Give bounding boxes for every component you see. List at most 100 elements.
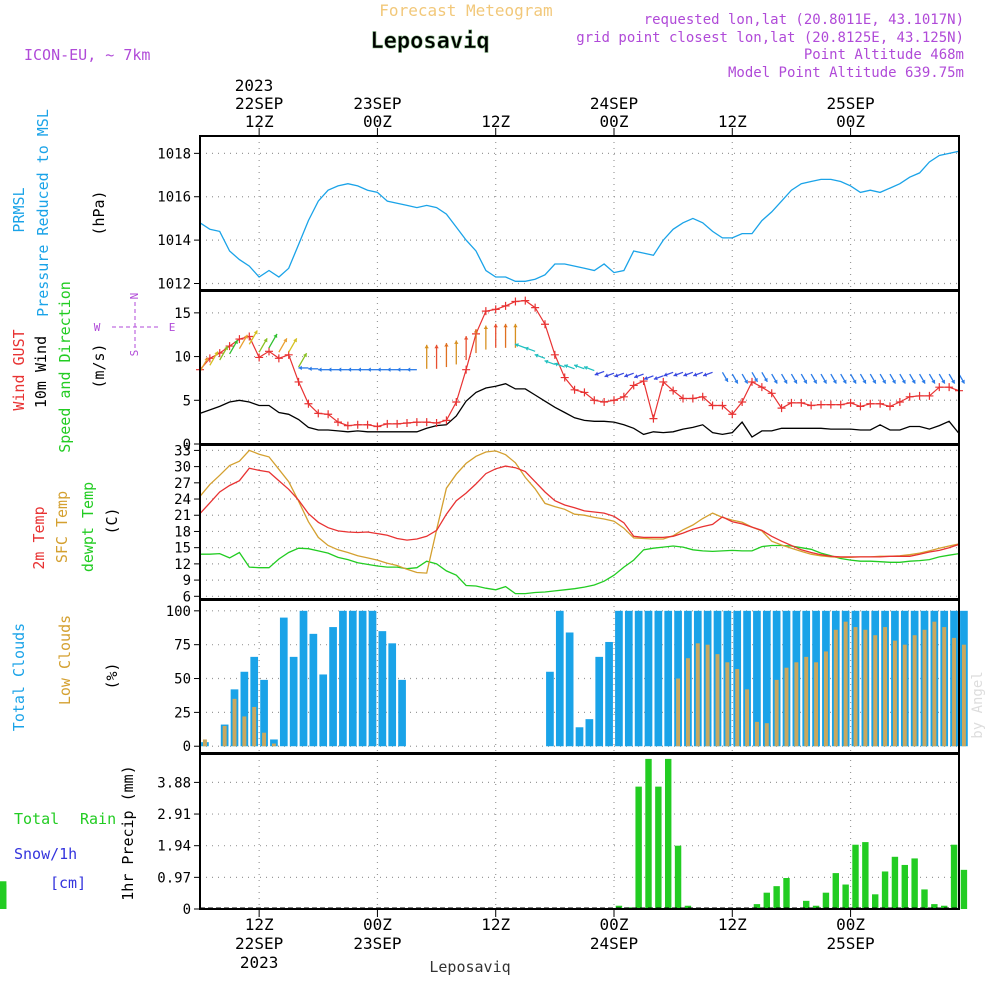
precip-label-cm: [cm]	[50, 874, 86, 892]
temp-label-2m: 2m Temp	[30, 506, 48, 569]
gust-marker	[619, 392, 628, 401]
precip-ytick-label: 0	[183, 902, 191, 918]
wind-arrow-head	[328, 367, 332, 372]
low-cloud-bar	[833, 629, 838, 747]
wind-arrow-head	[604, 373, 609, 378]
total-cloud-bar	[270, 739, 278, 747]
clouds-label-low: Low Clouds	[56, 615, 74, 705]
wind-arrow-head	[931, 379, 936, 384]
gust-marker	[866, 399, 875, 408]
gust-marker	[767, 389, 776, 398]
gust-marker	[738, 398, 747, 407]
wind-arrow-head	[357, 367, 361, 372]
wind-arrow-head	[644, 376, 648, 381]
rain-bar	[872, 894, 879, 909]
model-altitude: Model Point Altitude 639.75m	[728, 65, 964, 81]
wind-arrow-head	[583, 365, 588, 370]
pressure-panel-labels: PRMSL Pressure Reduced to MSL (hPa)	[10, 109, 108, 317]
low-cloud-bar	[942, 627, 947, 747]
precip-ytick-label: 3.88	[157, 775, 191, 791]
gust-marker	[836, 400, 845, 409]
low-cloud-bar	[863, 629, 868, 747]
gust-marker	[501, 301, 510, 310]
rain-bar	[832, 873, 839, 909]
temp-ytick-label: 30	[174, 460, 191, 476]
wind-arrow-head	[753, 377, 758, 382]
wind-arrow-head	[483, 325, 489, 329]
rain-bar	[960, 869, 968, 909]
bottom-time-label: 12Z	[245, 915, 274, 934]
gust-marker	[225, 342, 234, 351]
rain-bar	[921, 889, 928, 909]
low-cloud-bar	[754, 721, 759, 747]
product-title: Forecast Meteogram	[379, 1, 552, 20]
wind-arrow-head	[524, 346, 529, 351]
total-cloud-bar	[644, 610, 653, 747]
wind-arrow-head	[872, 379, 876, 384]
low-cloud-bar	[784, 667, 789, 747]
rain-bar	[763, 892, 770, 909]
gust-marker	[600, 398, 609, 407]
total-cloud-bar	[664, 610, 673, 747]
low-cloud-bar	[932, 621, 937, 747]
gust-marker	[669, 386, 678, 395]
low-cloud-bar	[873, 635, 878, 747]
temp-ytick-label: 15	[174, 541, 191, 557]
clouds-panel-labels: Total Clouds Low Clouds (%)	[10, 615, 121, 731]
rain-bar	[911, 858, 918, 909]
gust-marker	[265, 347, 273, 356]
dewpt-line	[200, 544, 960, 595]
compass-rose: W E N S	[94, 293, 176, 357]
total-cloud-bar	[615, 610, 623, 747]
wind-arrow-head	[243, 334, 248, 339]
wind-arrow-head	[663, 372, 668, 377]
bottom-time-label: 23SEP	[353, 934, 401, 953]
gust-marker	[876, 399, 885, 408]
low-cloud-bar	[814, 662, 819, 747]
low-cloud-bar	[774, 679, 779, 747]
gust-marker	[560, 373, 569, 382]
total-cloud-bar	[368, 610, 377, 747]
precip-label-snow: Snow/1h	[14, 845, 77, 863]
bottom-time-label: 00Z	[836, 915, 865, 934]
temp-label-sfc: SFC Temp	[53, 491, 71, 563]
compass-south: S	[128, 350, 141, 357]
total-cloud-bar	[388, 643, 397, 747]
gust-marker	[511, 297, 520, 306]
wind-arrow-head	[773, 379, 778, 384]
wind-arrow-head	[377, 367, 381, 372]
wind-arrow-head	[434, 344, 439, 349]
wind-arrow-head	[783, 379, 788, 384]
gust-marker	[334, 418, 342, 427]
wind-arrow-head	[534, 353, 539, 358]
temp-label-unit: (C)	[103, 507, 121, 534]
pressure-ytick-label: 1018	[157, 146, 191, 162]
compass-west: W	[94, 321, 101, 334]
precip-label-axis: 1hr Precip (mm)	[119, 765, 137, 900]
wind-arrow-head	[882, 379, 886, 384]
wind-arrow-head	[951, 379, 955, 384]
gust-marker	[274, 354, 283, 363]
gust-marker	[491, 305, 500, 314]
rain-bar	[950, 844, 958, 909]
rain-bar	[901, 864, 908, 909]
top-date-label: 22SEP	[235, 94, 283, 113]
pressure-line	[199, 150, 960, 282]
total-cloud-bar	[309, 633, 318, 747]
total-cloud-bar	[240, 671, 249, 747]
wind-panel: 15 10 5 0	[174, 291, 966, 453]
wind-arrow-head	[204, 357, 209, 362]
rain-bar	[773, 886, 780, 909]
temp-ytick-label: 24	[174, 492, 191, 508]
gust-marker	[757, 383, 766, 392]
clouds-ytick-label: 50	[174, 672, 191, 688]
wind-arrow-head	[273, 333, 278, 338]
gust-marker	[905, 392, 914, 401]
clouds-panel: 100 75 50 25 0	[166, 600, 968, 755]
low-cloud-bar	[242, 716, 247, 747]
gust-marker	[679, 394, 687, 403]
gust-marker	[659, 377, 668, 386]
